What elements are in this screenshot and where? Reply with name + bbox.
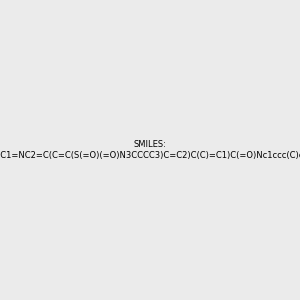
Text: SMILES:
CC(SC1=NC2=C(C=C(S(=O)(=O)N3CCCC3)C=C2)C(C)=C1)C(=O)Nc1ccc(C)cc1C: SMILES: CC(SC1=NC2=C(C=C(S(=O)(=O)N3CCCC… — [0, 140, 300, 160]
